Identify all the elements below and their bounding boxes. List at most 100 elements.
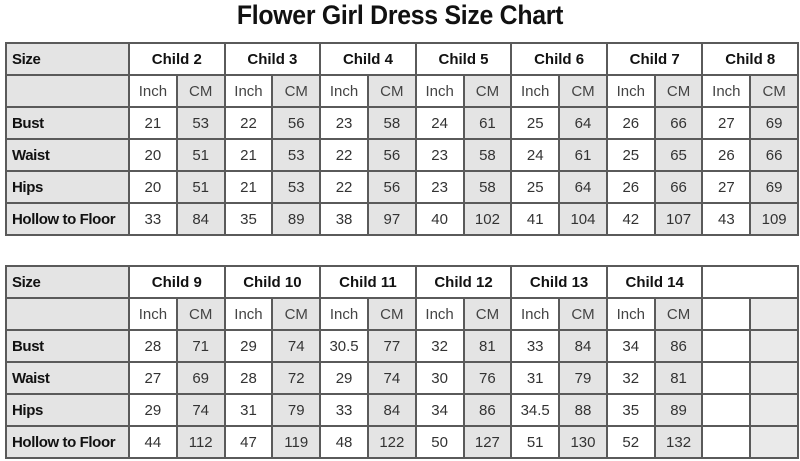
unit-inch: Inch <box>319 297 369 331</box>
cm-value: 58 <box>366 106 417 140</box>
cm-value: 86 <box>653 329 704 363</box>
inch-value: 21 <box>223 170 274 204</box>
inch-value: 21 <box>128 106 178 140</box>
cm-value: 81 <box>653 361 704 395</box>
cm-value: 127 <box>462 425 513 459</box>
cm-value: 51 <box>175 138 226 172</box>
unit-inch: Inch <box>510 297 561 331</box>
size-column-header: Child 14 <box>605 265 704 299</box>
cm-value: 81 <box>462 329 513 363</box>
unit-row: Inch CM Inch CM Inch CM Inch CM Inch CM Inch CM <box>5 297 800 331</box>
inch-value: 31 <box>223 393 274 427</box>
unit-cm: CM <box>462 74 513 108</box>
chart-title: Flower Girl Dress Size Chart <box>236 0 564 30</box>
inch-value: 34 <box>414 393 465 427</box>
inch-value: 35 <box>223 202 274 236</box>
table-row: Hollow to Floor 44 112 47 119 48 122 50 127 51 130… <box>5 425 800 459</box>
inch-value: 38 <box>319 202 369 236</box>
cm-value: 53 <box>175 106 226 140</box>
cm-value: 79 <box>271 393 322 427</box>
cm-value: 69 <box>749 170 800 204</box>
inch-value: 29 <box>128 393 178 427</box>
measurement-label: Bust <box>5 329 130 363</box>
cm-value: 69 <box>749 106 800 140</box>
unit-cm: CM <box>653 74 704 108</box>
cm-value <box>749 393 800 427</box>
cm-value <box>749 361 800 395</box>
unit-cm: CM <box>558 74 608 108</box>
cm-value: 76 <box>462 361 513 395</box>
cm-value: 109 <box>749 202 800 236</box>
cm-value: 64 <box>558 106 608 140</box>
inch-value: 24 <box>510 138 561 172</box>
inch-value: 50 <box>414 425 465 459</box>
inch-value <box>701 329 752 363</box>
cm-value: 119 <box>271 425 322 459</box>
inch-value: 27 <box>128 361 178 395</box>
unit-inch: Inch <box>223 74 274 108</box>
inch-value: 33 <box>510 329 561 363</box>
cm-value: 97 <box>366 202 417 236</box>
cm-value: 66 <box>749 138 800 172</box>
inch-value: 52 <box>605 425 656 459</box>
unit-inch: Inch <box>605 74 656 108</box>
size-column-header: Child 3 <box>223 42 322 76</box>
inch-value: 48 <box>319 425 369 459</box>
unit-row: Inch CM Inch CM Inch CM Inch CM Inch CM Inch CM Inch… <box>5 74 800 108</box>
unit-inch: Inch <box>128 74 178 108</box>
cm-value: 74 <box>271 329 322 363</box>
inch-value: 24 <box>414 106 465 140</box>
unit-inch <box>701 297 752 331</box>
size-column-header <box>701 265 800 299</box>
cm-value: 132 <box>653 425 704 459</box>
cm-value: 74 <box>366 361 417 395</box>
size-header-row: Size Child 9 Child 10 Child 11 Child 12 Child… <box>5 265 800 299</box>
table-row: Waist 27 69 28 72 29 74 30 76 31 79 32 81 <box>5 361 800 395</box>
inch-value <box>701 393 752 427</box>
unit-cm: CM <box>271 297 322 331</box>
cm-value: 58 <box>462 138 513 172</box>
unit-inch: Inch <box>128 297 178 331</box>
inch-value: 23 <box>414 170 465 204</box>
cm-value: 107 <box>653 202 704 236</box>
unit-cm: CM <box>558 297 608 331</box>
unit-inch: Inch <box>223 297 274 331</box>
cm-value: 51 <box>175 170 226 204</box>
size-column-header: Child 10 <box>223 265 322 299</box>
measurement-label: Hips <box>5 393 130 427</box>
cm-value: 56 <box>366 170 417 204</box>
inch-value: 23 <box>414 138 465 172</box>
size-label: Size <box>5 42 130 76</box>
inch-value: 33 <box>128 202 178 236</box>
cm-value <box>749 425 800 459</box>
unit-cm <box>749 297 800 331</box>
cm-value: 84 <box>366 393 417 427</box>
size-column-header: Child 11 <box>319 265 417 299</box>
size-column-header: Child 6 <box>510 42 608 76</box>
table-row: Hollow to Floor 33 84 35 89 38 97 40 102 41 104 42 1… <box>5 202 800 236</box>
cm-value: 53 <box>271 170 322 204</box>
size-column-header: Child 13 <box>510 265 608 299</box>
cm-value: 53 <box>271 138 322 172</box>
unit-inch: Inch <box>414 74 465 108</box>
inch-value: 22 <box>319 170 369 204</box>
size-column-header: Child 8 <box>701 42 800 76</box>
inch-value: 26 <box>605 170 656 204</box>
measurement-label: Waist <box>5 361 130 395</box>
inch-value: 26 <box>605 106 656 140</box>
cm-value: 66 <box>653 170 704 204</box>
cm-value: 112 <box>175 425 226 459</box>
inch-value: 34.5 <box>510 393 561 427</box>
inch-value: 27 <box>701 170 752 204</box>
cm-value: 56 <box>366 138 417 172</box>
cm-value: 71 <box>175 329 226 363</box>
inch-value: 32 <box>605 361 656 395</box>
cm-value: 88 <box>558 393 608 427</box>
cm-value: 102 <box>462 202 513 236</box>
cm-value: 84 <box>558 329 608 363</box>
inch-value: 25 <box>510 106 561 140</box>
unit-label-blank <box>5 297 130 331</box>
inch-value: 28 <box>128 329 178 363</box>
table-row: Bust 21 53 22 56 23 58 24 61 25 64 26 66 27 69 <box>5 106 800 140</box>
